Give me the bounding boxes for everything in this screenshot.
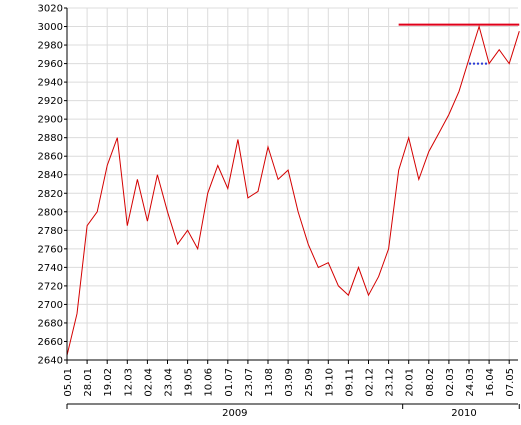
x-tick-label: 02.04 xyxy=(143,368,154,397)
x-tick-label: 05.01 xyxy=(63,368,74,397)
y-tick-label: 2920 xyxy=(38,96,63,107)
x-tick-label: 19.10 xyxy=(324,368,335,397)
axes xyxy=(64,7,518,364)
price-series-line xyxy=(66,24,520,356)
y-tick-label: 2820 xyxy=(38,189,63,200)
x-tick-label: 02.03 xyxy=(445,368,456,397)
x-tick-label: 19.05 xyxy=(184,368,195,397)
y-tick-labels: 2640 2660 2680 2700 2720 2740 2760 2780 2800 2820… xyxy=(38,4,63,367)
y-tick-label: 2900 xyxy=(38,115,63,126)
y-tick-label: 2700 xyxy=(38,300,63,311)
x-tick-label: 01.07 xyxy=(224,368,235,397)
x-tick-label: 28.01 xyxy=(83,368,94,397)
y-tick-label: 2680 xyxy=(38,318,63,329)
x-tick-label: 02.12 xyxy=(365,368,376,397)
x-tick-label: 08.02 xyxy=(425,368,436,397)
x-tick-labels: 05.01 28.01 19.02 12.03 02.04 23.04 19.05 10.06… xyxy=(63,368,516,397)
x-tick-label: 03.09 xyxy=(284,368,295,397)
year-axis: 2009 2010 xyxy=(66,403,520,419)
y-tick-label: 2720 xyxy=(38,281,63,292)
y-tick-label: 2640 xyxy=(38,356,63,367)
x-tick-label: 09.11 xyxy=(344,368,355,397)
y-tick-label: 2880 xyxy=(38,133,63,144)
x-tick-label: 23.04 xyxy=(164,368,175,397)
y-tick-label: 3020 xyxy=(38,4,63,15)
y-tick-label: 2760 xyxy=(38,244,63,255)
y-tick-label: 2800 xyxy=(38,207,63,218)
y-tick-label: 2780 xyxy=(38,226,63,237)
x-tick-label: 25.09 xyxy=(304,368,315,397)
y-tick-label: 3000 xyxy=(38,22,63,33)
y-tick-label: 2940 xyxy=(38,78,63,89)
y-tick-label: 2860 xyxy=(38,152,63,163)
x-tick-label: 23.12 xyxy=(385,368,396,397)
x-tick-label: 10.06 xyxy=(204,368,215,397)
x-tick-label: 07.05 xyxy=(505,368,516,397)
annotations xyxy=(398,23,520,65)
grid xyxy=(66,7,518,361)
x-tick-label: 19.02 xyxy=(103,368,114,397)
y-tick-label: 2980 xyxy=(38,41,63,52)
x-tick-label: 12.03 xyxy=(123,368,134,397)
year-label: 2009 xyxy=(222,408,247,419)
x-tick-label: 23.07 xyxy=(244,368,255,397)
series-layer xyxy=(66,24,520,356)
y-tick-label: 2660 xyxy=(38,337,63,348)
x-tick-label: 20.01 xyxy=(405,368,416,397)
x-tick-label: 13.08 xyxy=(264,368,275,397)
y-tick-label: 2740 xyxy=(38,263,63,274)
x-tick-label: 16.04 xyxy=(485,368,496,397)
y-tick-label: 2840 xyxy=(38,170,63,181)
y-tick-label: 2960 xyxy=(38,59,63,70)
x-tick-label: 24.03 xyxy=(465,368,476,397)
year-label: 2010 xyxy=(451,408,476,419)
